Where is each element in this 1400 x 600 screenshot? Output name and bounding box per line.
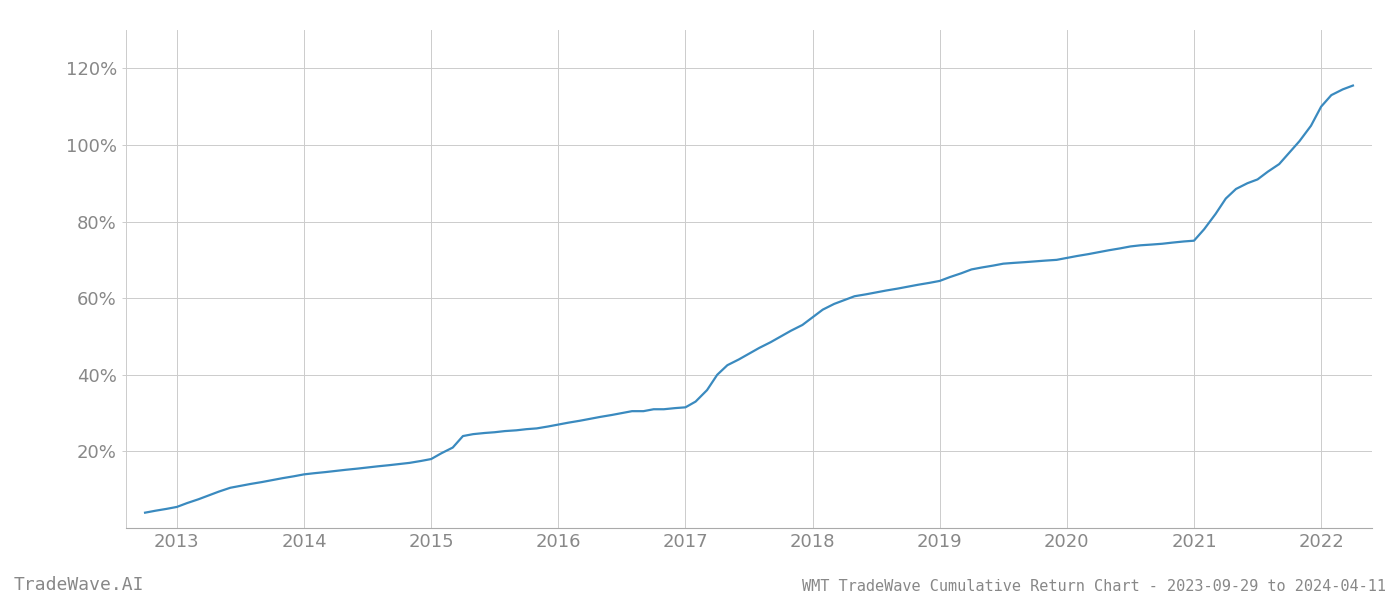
Text: TradeWave.AI: TradeWave.AI: [14, 576, 144, 594]
Text: WMT TradeWave Cumulative Return Chart - 2023-09-29 to 2024-04-11: WMT TradeWave Cumulative Return Chart - …: [802, 579, 1386, 594]
